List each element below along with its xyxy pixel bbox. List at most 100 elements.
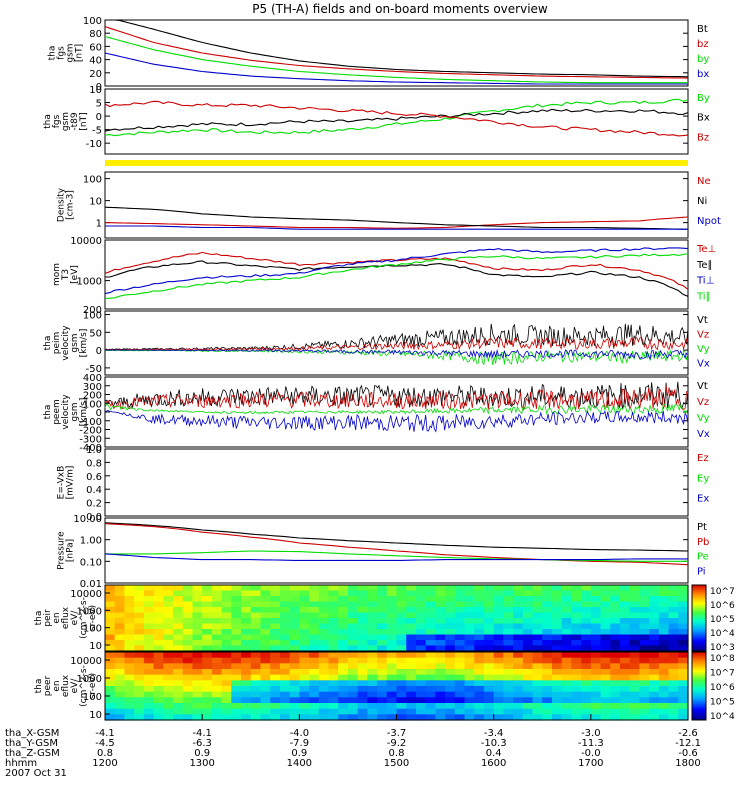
x-row-value: 1600: [481, 758, 506, 769]
heatmap-cell: [561, 640, 572, 647]
series-line-Pt: [104, 522, 689, 552]
heatmap-cell: [649, 674, 660, 681]
heatmap-cell: [221, 714, 232, 721]
heatmap-cell: [503, 634, 514, 641]
heatmap-cell: [522, 585, 534, 592]
heatmap-cell: [386, 657, 398, 664]
heatmap-cell: [221, 674, 232, 681]
heatmap-cell: [639, 590, 650, 597]
heatmap-cell: [260, 697, 271, 704]
y-axis-label-line: eV/: [70, 610, 80, 626]
heatmap-cell: [221, 629, 232, 636]
y-tick-label: -5: [92, 126, 102, 137]
heatmap-cell: [328, 607, 339, 614]
heatmap-cell: [328, 652, 339, 659]
y-axis-label-line: E=-VxB: [57, 466, 67, 500]
heatmap-cells: [105, 585, 689, 652]
heatmap-cell: [279, 590, 291, 597]
heatmap-cell: [503, 623, 514, 630]
heatmap-cell: [649, 680, 660, 687]
heatmap-cell: [241, 634, 252, 641]
heatmap-cell: [309, 623, 320, 630]
heatmap-cell: [464, 652, 475, 659]
heatmap-cell: [522, 674, 534, 681]
heatmap-cell: [270, 652, 281, 659]
heatmap-cell: [668, 686, 679, 693]
heatmap-cell: [173, 663, 184, 670]
heatmap-cell: [124, 708, 135, 715]
heatmap-cell: [445, 652, 456, 659]
heatmap-cell: [513, 585, 524, 592]
heatmap-cell: [445, 623, 456, 630]
heatmap-cell: [464, 601, 475, 608]
heatmap-cell: [415, 607, 427, 614]
heatmap-cell: [619, 607, 631, 614]
heatmap-cell: [668, 612, 679, 619]
heatmap-cell: [231, 697, 242, 704]
heatmap-cell: [610, 612, 621, 619]
heatmap-cell: [532, 601, 543, 608]
heatmap-cell: [454, 703, 466, 710]
heatmap-cell: [367, 623, 378, 630]
heatmap-cell: [415, 708, 427, 715]
heatmap-cell: [211, 697, 223, 704]
heatmap-cell: [542, 623, 553, 630]
colorbar-label: 10^4: [710, 712, 735, 722]
heatmap-cell: [202, 691, 213, 698]
heatmap-cell: [134, 640, 145, 647]
legend-entry: Ne: [697, 176, 711, 187]
heatmap-cell: [143, 629, 155, 636]
heatmap-cell: [105, 634, 116, 641]
heatmap-cell: [542, 640, 553, 647]
heatmap-cell: [153, 585, 164, 592]
heatmap-cell: [483, 590, 495, 597]
heatmap-cell: [513, 607, 524, 614]
heatmap-cell: [182, 618, 194, 625]
heatmap-cell: [503, 657, 514, 664]
heatmap-cell: [649, 669, 660, 676]
heatmap-cell: [260, 686, 271, 693]
heatmap-cell: [163, 623, 174, 630]
colorbar-label: 10^4: [710, 629, 735, 639]
heatmap-cell: [464, 618, 475, 625]
series-line-By: [104, 98, 689, 137]
heatmap-cell: [309, 601, 320, 608]
heatmap-cell: [658, 703, 670, 710]
heatmap-cell: [415, 618, 427, 625]
heatmap-cell: [143, 607, 155, 614]
heatmap-cell: [425, 596, 436, 603]
heatmap-cell: [124, 585, 135, 592]
heatmap-cell: [493, 691, 504, 698]
y-axis-label: tha peir en eflux eV/(cm^2-s-sr-eV): [34, 597, 98, 639]
heatmap-cell: [173, 596, 184, 603]
heatmap-cell: [309, 629, 320, 636]
heatmap-cell: [338, 596, 349, 603]
heatmap-cell: [649, 623, 660, 630]
heatmap-cell: [406, 596, 417, 603]
heatmap-cell: [396, 640, 407, 647]
heatmap-cell: [153, 697, 164, 704]
heatmap-cell: [357, 645, 368, 652]
heatmap-cell: [318, 618, 330, 625]
heatmap-cell: [202, 585, 213, 592]
y-axis-label-line: [mV/m]: [66, 466, 76, 500]
heatmap-cell: [260, 596, 271, 603]
heatmap-cell: [124, 703, 135, 710]
heatmap-cell: [124, 645, 135, 652]
heatmap-cell: [649, 612, 660, 619]
heatmap-cell: [124, 607, 135, 614]
heatmap-cell: [483, 612, 495, 619]
heatmap-cell: [309, 585, 320, 592]
heatmap-cell: [610, 640, 621, 647]
heatmap-cell: [338, 645, 349, 652]
heatmap-cell: [143, 697, 155, 704]
heatmap-cell: [668, 618, 679, 625]
heatmap-cell: [571, 607, 582, 614]
heatmap-cell: [124, 640, 135, 647]
heatmap-cell: [600, 634, 611, 641]
heatmap-cell: [532, 612, 543, 619]
y-axis-label: E=-VxB [mV/m]: [57, 466, 76, 500]
heatmap-cell: [105, 697, 116, 704]
y-tick-label: 10: [89, 85, 102, 96]
